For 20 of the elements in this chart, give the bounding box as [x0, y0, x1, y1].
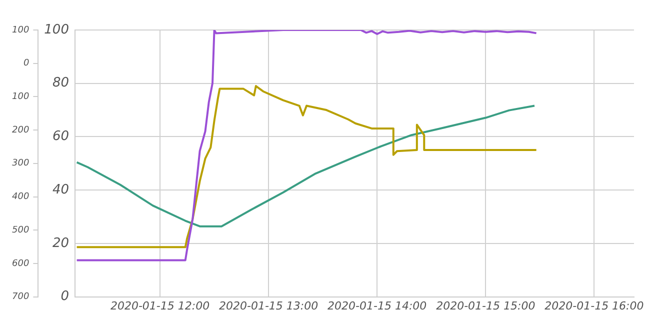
y2-tick-label: 200	[12, 125, 30, 136]
y2-tick-label: 500	[12, 225, 30, 236]
y-tick-label: 60	[52, 129, 69, 144]
y2-tick-label: 300	[12, 158, 30, 169]
y-tick-label: 80	[52, 76, 69, 91]
x-tick-label: 2020-01-15 13:00	[219, 299, 318, 312]
x-tick-label: 2020-01-15 15:00	[436, 299, 536, 312]
x-tick-label: 2020-01-15 12:00	[110, 299, 210, 312]
y2-tick-label: 700	[12, 292, 30, 302]
x-tick-label: 2020-01-15 14:00	[328, 299, 427, 312]
x-tick-label: 2020-01-15 16:00	[544, 299, 644, 312]
y2-tick-label: 600	[12, 258, 30, 269]
y-tick-label: 40	[52, 182, 69, 198]
y2-tick-label: 100	[12, 92, 30, 102]
y-tick-label: 100	[44, 22, 69, 38]
y2-tick-label: 0	[23, 58, 30, 69]
y2-tick-label: 100	[12, 25, 30, 36]
y2-tick-label: 400	[12, 192, 30, 202]
y-tick-label: 0	[60, 289, 69, 304]
y-tick-label: 20	[52, 236, 69, 251]
